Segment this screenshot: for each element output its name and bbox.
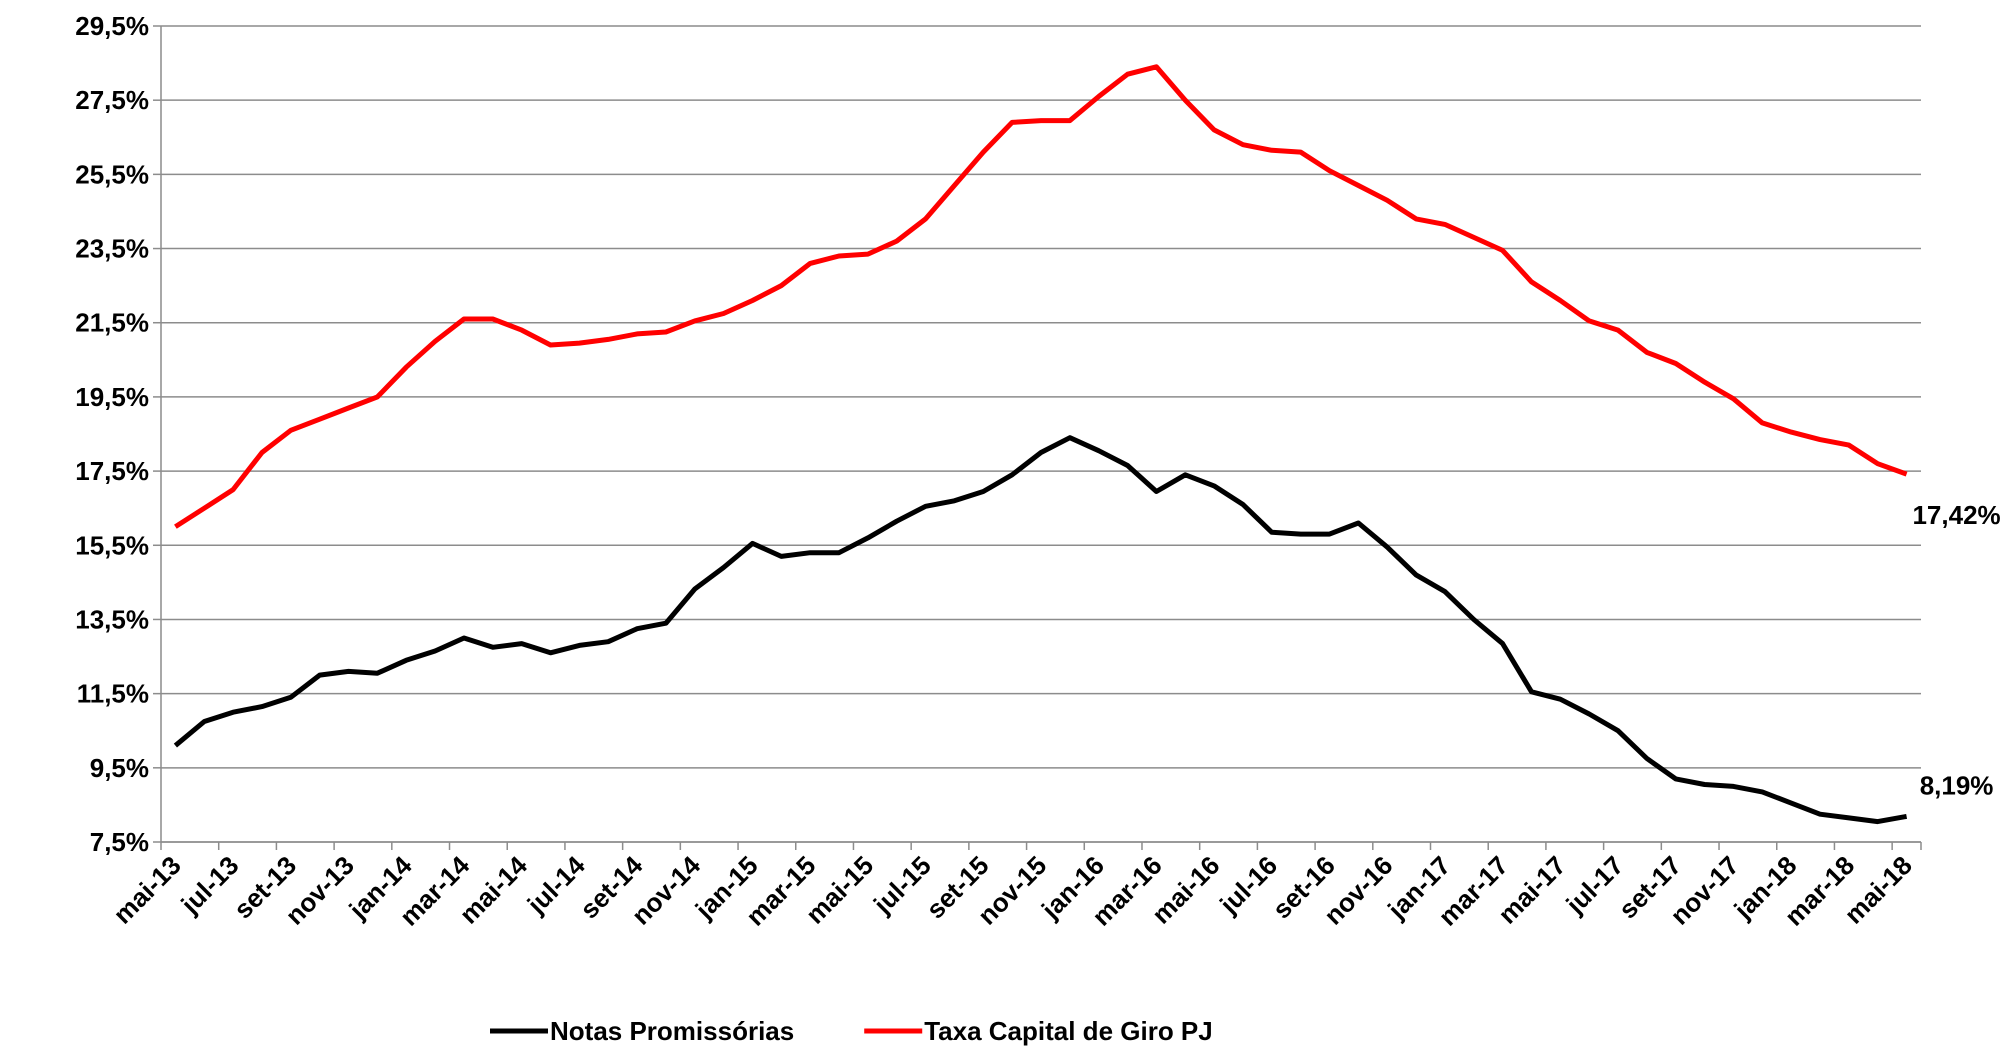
y-tick-label: 21,5% [75, 308, 149, 338]
legend-label: Notas Promissórias [550, 1016, 794, 1046]
data-label: 8,19% [1920, 770, 1994, 800]
legend-label: Taxa Capital de Giro PJ [924, 1016, 1213, 1046]
y-tick-label: 27,5% [75, 85, 149, 115]
y-tick-label: 9,5% [90, 753, 149, 783]
y-tick-label: 17,5% [75, 456, 149, 486]
y-tick-label: 7,5% [90, 827, 149, 857]
legend: Notas Promissórias Taxa Capital de Giro P… [490, 1016, 1213, 1046]
y-tick-label: 13,5% [75, 604, 149, 634]
y-tick-label: 15,5% [75, 530, 149, 560]
data-label: 17,42% [1912, 500, 2000, 530]
series-line [173, 435, 1908, 825]
x-tick-label: mai-13 [107, 850, 186, 929]
y-tick-label: 25,5% [75, 159, 149, 189]
series-line [174, 64, 1908, 529]
y-tick-label: 29,5% [75, 11, 149, 41]
y-tick-label: 23,5% [75, 234, 149, 264]
y-tick-label: 19,5% [75, 382, 149, 412]
y-tick-label: 11,5% [77, 679, 149, 709]
